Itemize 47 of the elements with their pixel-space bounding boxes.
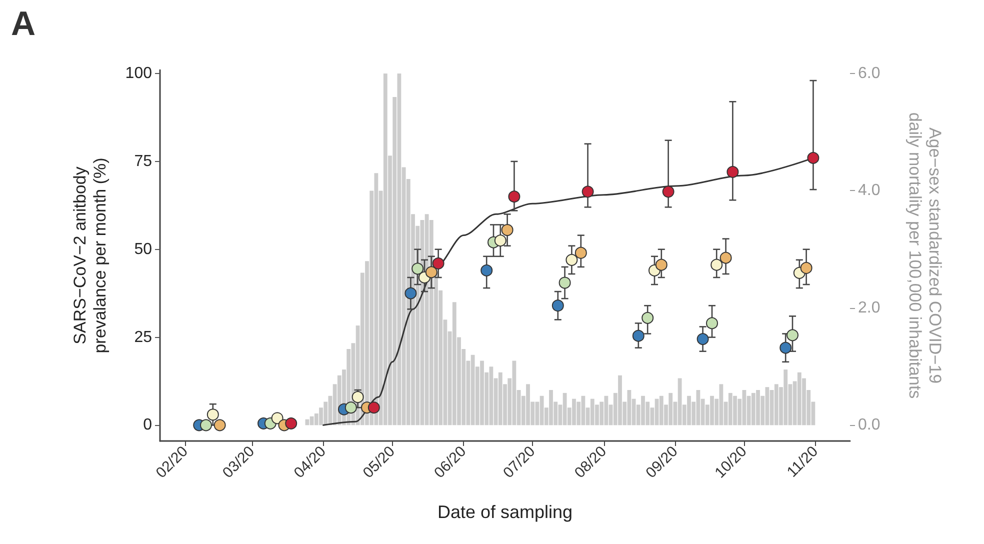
point xyxy=(696,333,709,346)
point xyxy=(807,152,820,164)
point xyxy=(206,408,219,421)
point xyxy=(494,234,506,247)
point xyxy=(558,276,571,289)
point xyxy=(726,166,739,178)
point xyxy=(480,264,493,276)
y-tick-label: 50 xyxy=(134,240,152,258)
point xyxy=(200,419,212,432)
point xyxy=(566,254,578,266)
y-tick-label: 75 xyxy=(134,152,152,170)
y2-tick-label: 4.0 xyxy=(858,182,880,200)
y-tick-label: 0 xyxy=(143,416,152,434)
point xyxy=(582,186,594,198)
point xyxy=(352,391,364,404)
point xyxy=(720,252,732,264)
y2-tick-label: 2.0 xyxy=(858,299,880,316)
point xyxy=(786,329,798,342)
point xyxy=(508,190,520,203)
point xyxy=(404,287,417,300)
point xyxy=(432,257,444,270)
point xyxy=(642,312,654,324)
point xyxy=(425,266,438,278)
point xyxy=(706,317,718,330)
point xyxy=(501,224,514,236)
chart-title: A xyxy=(11,5,36,43)
point xyxy=(780,342,792,354)
point xyxy=(368,402,380,414)
point xyxy=(344,402,357,414)
point xyxy=(632,330,644,342)
point xyxy=(710,258,723,271)
y2-axis-title: Age−sex standardized COVID−19 daily mortality per 100,000 inhabitants xyxy=(906,112,944,399)
point xyxy=(574,246,587,259)
point xyxy=(655,258,668,271)
point xyxy=(662,186,674,198)
y2-tick-label: 6.0 xyxy=(858,65,880,82)
point xyxy=(271,412,284,424)
y2-tick-label: 0.0 xyxy=(858,416,880,434)
point xyxy=(552,300,564,312)
point xyxy=(214,419,226,432)
x-axis-title: Date of sampling xyxy=(437,502,573,522)
y-tick-label: 25 xyxy=(134,328,152,346)
point xyxy=(412,262,424,275)
y-tick-label: 100 xyxy=(125,65,152,82)
point xyxy=(285,417,298,430)
y-axis-title: SARS−CoV−2 anitbody prevalance per month (%) xyxy=(70,158,110,354)
point xyxy=(800,262,812,274)
